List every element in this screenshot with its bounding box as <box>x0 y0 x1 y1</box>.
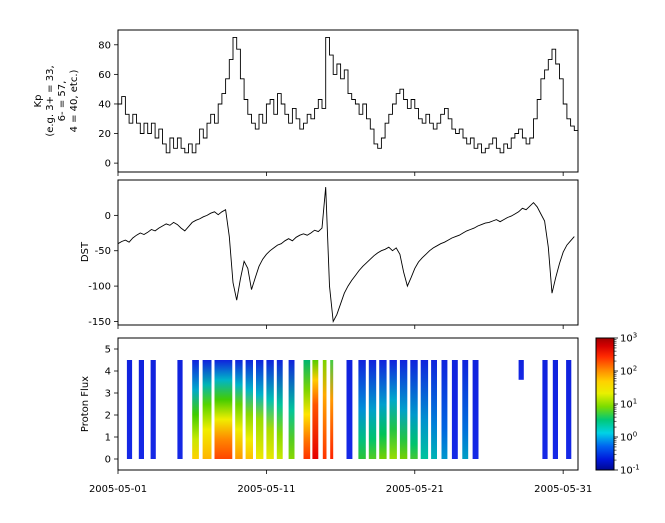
flux-band <box>399 360 408 459</box>
y-tick-label: -100 <box>88 282 111 293</box>
colorbar-gradient <box>596 338 614 470</box>
dst-axis-label: DST <box>80 241 91 263</box>
flux-band <box>420 360 429 459</box>
flux-band <box>177 360 183 459</box>
flux-band <box>256 360 264 459</box>
colorbar-tick-label: 100 <box>620 431 637 444</box>
proton-flux-axis-label: Proton Flux <box>80 375 91 433</box>
flux-band <box>202 360 212 459</box>
flux-band <box>245 360 253 459</box>
y-tick-label: 2 <box>105 411 111 422</box>
flux-band <box>431 360 437 459</box>
flux-band <box>368 360 377 459</box>
colorbar-tick-label: 102 <box>620 365 637 378</box>
flux-band <box>518 360 524 380</box>
proton-flux-panel: 0 1 2 3 4 5 <box>105 337 579 474</box>
flux-band <box>138 360 144 459</box>
colorbar: 103 102 101 100 10-1 <box>595 332 640 477</box>
flux-band <box>303 360 311 459</box>
kp-axis-label: Kp (e.g. 3+ = 33, 6- = 57, 4 = 40, etc.) <box>33 26 81 176</box>
flux-band <box>276 360 283 459</box>
flux-band <box>410 360 418 459</box>
y-tick-label: 1 <box>105 433 111 444</box>
y-tick-label: -150 <box>88 317 111 328</box>
dst-content <box>118 187 575 324</box>
dst-frame <box>117 179 579 326</box>
flux-band <box>126 360 133 459</box>
y-tick-label: 0 <box>105 211 111 222</box>
x-tick-label: 2005-05-01 <box>89 484 147 495</box>
colorbar-tick-label: 101 <box>620 398 637 411</box>
flux-band <box>288 360 295 459</box>
flux-band <box>542 360 548 459</box>
flux-band <box>235 360 243 459</box>
kp-axis-label-line: (e.g. 3+ = 33, <box>45 65 56 137</box>
proton-flux-frame <box>117 337 579 471</box>
proton-flux-content <box>126 360 572 459</box>
kp-frame <box>117 29 579 173</box>
x-tick-label: 2005-05-21 <box>386 484 444 495</box>
kp-axis-label-line: Kp <box>33 94 44 108</box>
flux-band <box>214 360 233 459</box>
kp-axis-label-line: 6- = 57, <box>57 80 68 122</box>
flux-band <box>472 360 479 459</box>
flux-band <box>322 360 327 459</box>
y-tick-label: 5 <box>105 345 111 356</box>
flux-band <box>192 360 199 459</box>
dst-panel: 0 -50 -100 -150 <box>88 179 579 329</box>
flux-band <box>346 360 353 459</box>
y-tick-label: 60 <box>98 70 111 81</box>
kp-panel: 0 20 40 60 80 <box>98 29 579 176</box>
kp-content <box>118 36 578 154</box>
y-tick-label: 0 <box>105 455 111 466</box>
flux-band <box>441 360 448 459</box>
y-tick-label: -50 <box>95 246 111 257</box>
flux-band <box>552 360 558 459</box>
flux-band <box>150 360 156 459</box>
flux-band <box>451 360 458 459</box>
y-tick-label: 20 <box>98 129 111 140</box>
flux-band <box>266 360 274 459</box>
flux-band <box>462 360 469 459</box>
x-tick-label: 2005-05-31 <box>534 484 592 495</box>
y-tick-label: 80 <box>98 40 111 51</box>
flux-band <box>379 360 387 459</box>
y-tick-label: 0 <box>105 159 111 170</box>
colorbar-tick-label: 103 <box>620 332 637 345</box>
flux-band <box>566 360 572 459</box>
y-tick-label: 3 <box>105 389 111 400</box>
y-tick-label: 40 <box>98 99 111 110</box>
kp-series <box>118 36 578 154</box>
colorbar-tick-label: 10-1 <box>620 464 640 477</box>
flux-band <box>330 360 334 459</box>
flux-band <box>312 360 319 459</box>
dst-series <box>118 187 575 324</box>
flux-band <box>358 360 366 459</box>
y-tick-label: 4 <box>105 367 111 378</box>
kp-axis-label-line: 4 = 40, etc.) <box>69 69 80 133</box>
flux-band <box>389 360 397 459</box>
x-tick-label: 2005-05-11 <box>237 484 295 495</box>
